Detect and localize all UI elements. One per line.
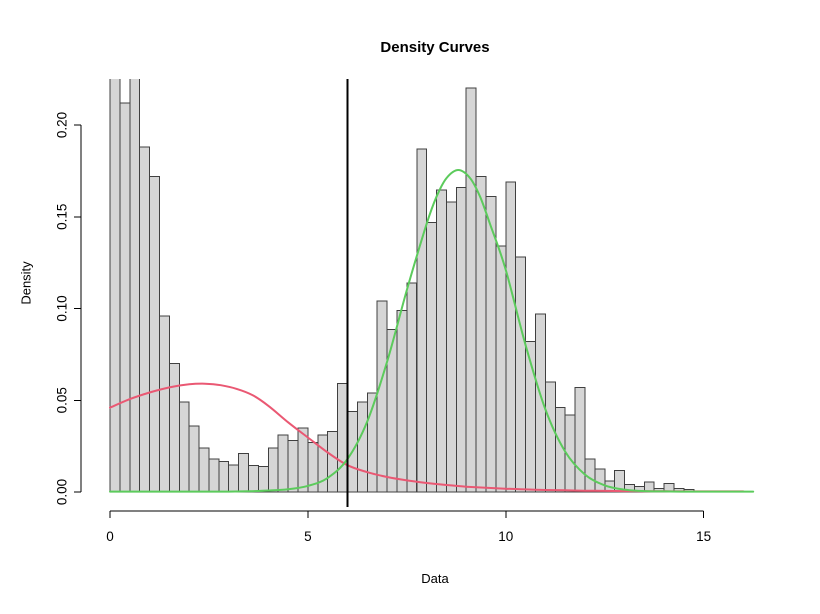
axes-group: [74, 124, 705, 518]
histogram-bar: [158, 315, 170, 493]
histogram-bar: [248, 465, 259, 493]
y-tick-label: 0.00: [55, 479, 70, 505]
histogram-bar: [168, 363, 180, 493]
histogram-bar: [416, 148, 428, 493]
y-tick-label: 0.10: [55, 295, 70, 321]
histogram-bar: [119, 102, 131, 493]
histogram-bar: [178, 401, 190, 493]
histogram-bar: [515, 256, 527, 493]
histogram-bar: [594, 468, 606, 493]
histogram-bar: [238, 452, 250, 493]
histogram-bar: [317, 434, 329, 493]
histogram-bar: [198, 447, 210, 493]
histogram-bars-group: [109, 79, 695, 493]
histogram-bar: [475, 175, 487, 493]
histogram-bar: [109, 79, 121, 493]
histogram-bar: [208, 458, 220, 493]
chart-title: Density Curves: [380, 39, 490, 56]
histogram-bar: [376, 300, 388, 493]
histogram-bar: [406, 282, 418, 493]
histogram-bar: [426, 221, 438, 493]
x-tick-label: 0: [106, 529, 114, 544]
histogram-bar: [129, 79, 141, 493]
histogram-bar: [495, 245, 507, 493]
histogram-bar: [396, 309, 408, 493]
x-tick-label: 15: [696, 529, 711, 544]
histogram-bar: [465, 87, 477, 493]
histogram-bar: [149, 175, 160, 493]
histogram-bar: [505, 181, 517, 493]
histogram-bar: [218, 461, 230, 493]
histogram-bar: [327, 430, 339, 493]
histogram-bar: [139, 146, 151, 493]
y-tick-label: 0.15: [55, 204, 70, 230]
y-tick-label: 0.05: [55, 387, 70, 413]
histogram-bar: [267, 447, 279, 493]
histogram-bar: [277, 434, 289, 493]
green-density-curve: [109, 169, 755, 493]
histogram-bar: [544, 381, 556, 493]
histogram-bar: [356, 401, 368, 493]
histogram-bar: [257, 466, 269, 493]
histogram-bar: [436, 189, 447, 493]
histogram-bar: [337, 383, 348, 493]
histogram-bar: [485, 196, 497, 493]
x-tick-label: 5: [304, 529, 312, 544]
histogram-bar: [445, 201, 457, 493]
histogram-bar: [287, 440, 299, 493]
x-tick-label: 10: [498, 529, 513, 544]
histogram-bar: [455, 186, 467, 493]
histogram-bar: [228, 464, 240, 493]
histogram-bar: [188, 425, 200, 493]
y-tick-label: 0.20: [55, 112, 70, 138]
x-axis-title: Data: [421, 571, 449, 586]
histogram-bar: [574, 386, 586, 493]
